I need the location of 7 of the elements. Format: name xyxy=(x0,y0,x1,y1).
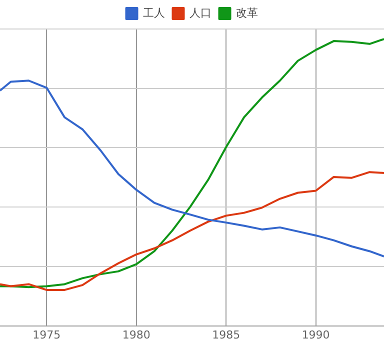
x-tick-label: 1975 xyxy=(32,328,61,342)
legend-label: 工人 xyxy=(142,6,165,20)
x-tick-label: 1985 xyxy=(212,328,240,342)
legend-label: 改革 xyxy=(236,6,258,20)
x-tick-label: 1990 xyxy=(302,328,330,342)
x-tick-label: 1980 xyxy=(122,328,150,342)
legend-label: 人口 xyxy=(189,6,212,20)
